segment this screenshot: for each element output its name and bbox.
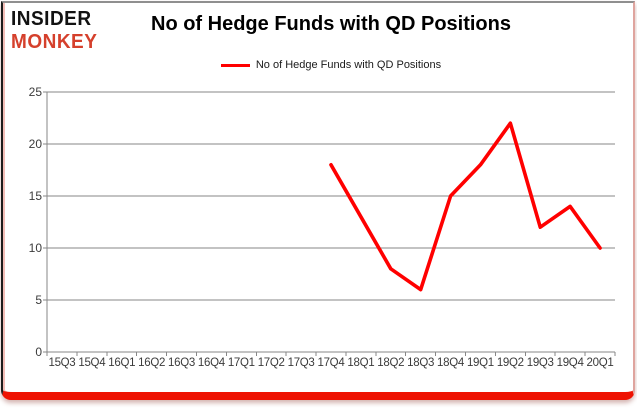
- x-axis-tick-label: 17Q3: [287, 357, 315, 369]
- x-axis-tick-label: 16Q1: [108, 357, 136, 369]
- y-axis-tick-label: 10: [28, 241, 42, 255]
- x-axis-tick-label: 19Q2: [496, 357, 524, 369]
- y-axis-tick-label: 20: [28, 137, 42, 151]
- x-axis-tick-label: 18Q1: [347, 357, 375, 369]
- x-axis-tick-label: 18Q3: [407, 357, 435, 369]
- x-axis-tick-label: 16Q4: [197, 357, 225, 369]
- x-axis-tick-label: 19Q3: [526, 357, 554, 369]
- chart-title: No of Hedge Funds with QD Positions: [151, 13, 511, 35]
- x-axis-tick-label: 17Q1: [227, 357, 255, 369]
- x-axis-tick-label: 18Q2: [377, 357, 405, 369]
- x-axis-tick-label: 20Q1: [586, 357, 614, 369]
- x-axis-tick-label: 15Q4: [78, 357, 106, 369]
- x-axis-tick-label: 16Q3: [168, 357, 195, 369]
- y-axis-tick-label: 25: [28, 85, 42, 99]
- x-axis-labels: 15Q3 15Q4 16Q1 16Q2 16Q3 16Q4 17Q1 17Q2 17Q3 17Q4…: [47, 356, 615, 370]
- legend-label: No of Hedge Funds with QD Positions: [255, 59, 442, 71]
- x-axis-tick-label: 15Q3: [48, 357, 76, 369]
- logo-line-monkey: MONKEY: [11, 30, 98, 54]
- y-axis-tick-label: 0: [35, 345, 42, 359]
- x-axis-tick-label: 16Q2: [138, 357, 166, 369]
- series-line: [329, 121, 602, 292]
- x-axis-tick-label: 19Q1: [466, 357, 494, 369]
- chart-card-frame: [1, 1, 635, 400]
- x-axis-tick-label: 18Q4: [437, 357, 464, 369]
- x-axis-tick-label: 19Q4: [556, 357, 584, 369]
- legend: No of Hedge Funds with QD Positions: [47, 57, 615, 73]
- line-chart-plot-area: [43, 91, 616, 356]
- insider-monkey-logo: INSIDER MONKEY: [11, 9, 97, 52]
- legend-line-swatch: [220, 63, 250, 67]
- y-axis-labels: 0 5 10 15 20 25: [0, 0, 42, 408]
- y-axis-tick-label: 15: [28, 189, 42, 203]
- x-axis-tick-label: 17Q4: [317, 357, 345, 369]
- x-axis-tick-label: 17Q2: [257, 357, 285, 369]
- y-axis-tick-label: 5: [35, 293, 42, 307]
- logo-line-insider: INSIDER: [11, 7, 92, 31]
